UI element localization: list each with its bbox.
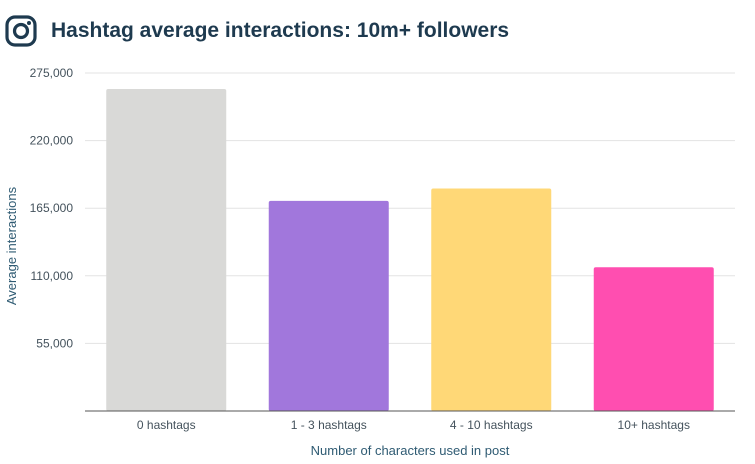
y-tick-label: 165,000 xyxy=(30,201,74,215)
y-tick-label: 275,000 xyxy=(30,66,74,80)
bar xyxy=(268,200,389,411)
x-axis-title: Number of characters used in post xyxy=(311,443,510,458)
y-tick-label: 110,000 xyxy=(31,269,74,283)
bars xyxy=(106,88,714,411)
chart-title: Hashtag average interactions: 10m+ follo… xyxy=(51,19,510,42)
y-axis-title: Average interactions xyxy=(4,186,19,305)
x-tick-label: 4 - 10 hashtags xyxy=(450,418,533,432)
chart-header: Hashtag average interactions: 10m+ follo… xyxy=(5,14,509,48)
instagram-icon xyxy=(5,15,37,47)
x-tick-label: 0 hashtags xyxy=(137,418,196,432)
bar xyxy=(431,188,552,411)
x-tick-label: 1 - 3 hashtags xyxy=(291,418,367,432)
y-tick-label: 55,000 xyxy=(36,336,73,350)
y-tick-labels: 55,000 110,000 165,000 220,000 275,000 xyxy=(30,66,74,350)
x-category-labels: 0 hashtags 1 - 3 hashtags 4 - 10 hashtags 1… xyxy=(137,418,690,432)
y-tick-label: 220,000 xyxy=(30,134,74,148)
x-tick-label: 10+ hashtags xyxy=(618,418,690,432)
bar xyxy=(106,88,227,411)
bar xyxy=(593,267,714,411)
